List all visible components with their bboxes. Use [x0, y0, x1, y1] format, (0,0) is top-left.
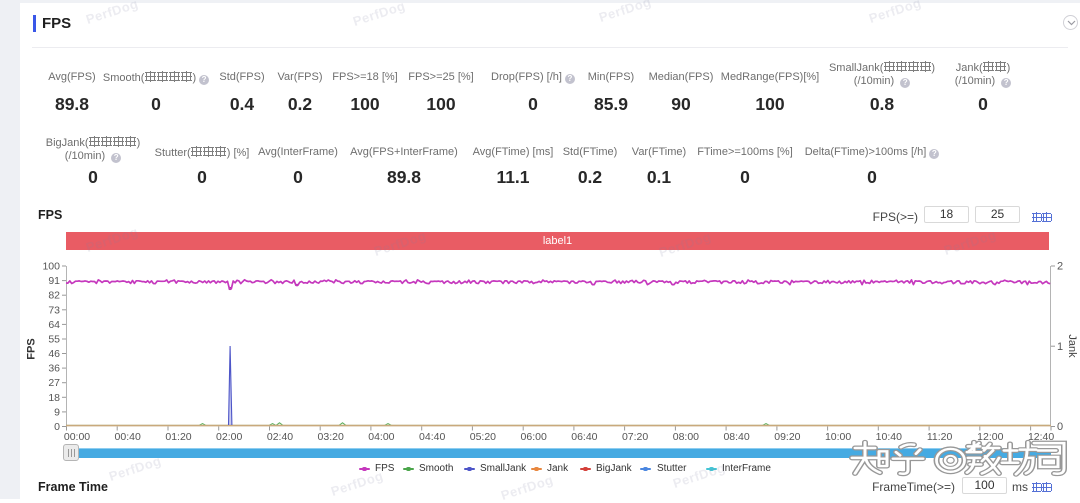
svg-text:00:40: 00:40	[115, 431, 141, 443]
svg-text:0: 0	[54, 421, 60, 433]
svg-text:36: 36	[48, 363, 60, 375]
svg-text:10:40: 10:40	[876, 431, 902, 443]
svg-text:11:20: 11:20	[927, 431, 953, 443]
svg-text:18: 18	[48, 392, 60, 404]
svg-text:06:00: 06:00	[521, 431, 547, 443]
svg-text:08:40: 08:40	[723, 431, 749, 443]
svg-text:91: 91	[48, 275, 60, 287]
svg-text:07:20: 07:20	[622, 431, 648, 443]
svg-text:12:40: 12:40	[1028, 431, 1054, 443]
svg-text:46: 46	[48, 348, 60, 360]
svg-text:04:00: 04:00	[368, 431, 394, 443]
svg-text:12:00: 12:00	[977, 431, 1003, 443]
svg-text:01:20: 01:20	[165, 431, 191, 443]
svg-text:100: 100	[42, 261, 60, 273]
svg-text:64: 64	[48, 319, 60, 331]
svg-text:Jank: Jank	[1066, 334, 1078, 358]
svg-text:06:40: 06:40	[571, 431, 597, 443]
svg-text:08:00: 08:00	[673, 431, 699, 443]
svg-text:0: 0	[1057, 421, 1063, 433]
svg-text:82: 82	[48, 290, 60, 302]
svg-text:02:00: 02:00	[216, 431, 242, 443]
svg-text:73: 73	[48, 304, 60, 316]
svg-text:1: 1	[1057, 341, 1063, 353]
svg-text:10:00: 10:00	[825, 431, 851, 443]
svg-text:03:20: 03:20	[318, 431, 344, 443]
svg-text:2: 2	[1057, 261, 1063, 273]
svg-text:02:40: 02:40	[267, 431, 293, 443]
svg-text:FPS: FPS	[26, 338, 38, 359]
svg-text:05:20: 05:20	[470, 431, 496, 443]
svg-text:27: 27	[48, 377, 60, 389]
svg-text:00:00: 00:00	[64, 431, 90, 443]
svg-text:04:40: 04:40	[419, 431, 445, 443]
svg-text:55: 55	[48, 334, 60, 346]
svg-text:9: 9	[54, 406, 60, 418]
svg-text:09:20: 09:20	[774, 431, 800, 443]
